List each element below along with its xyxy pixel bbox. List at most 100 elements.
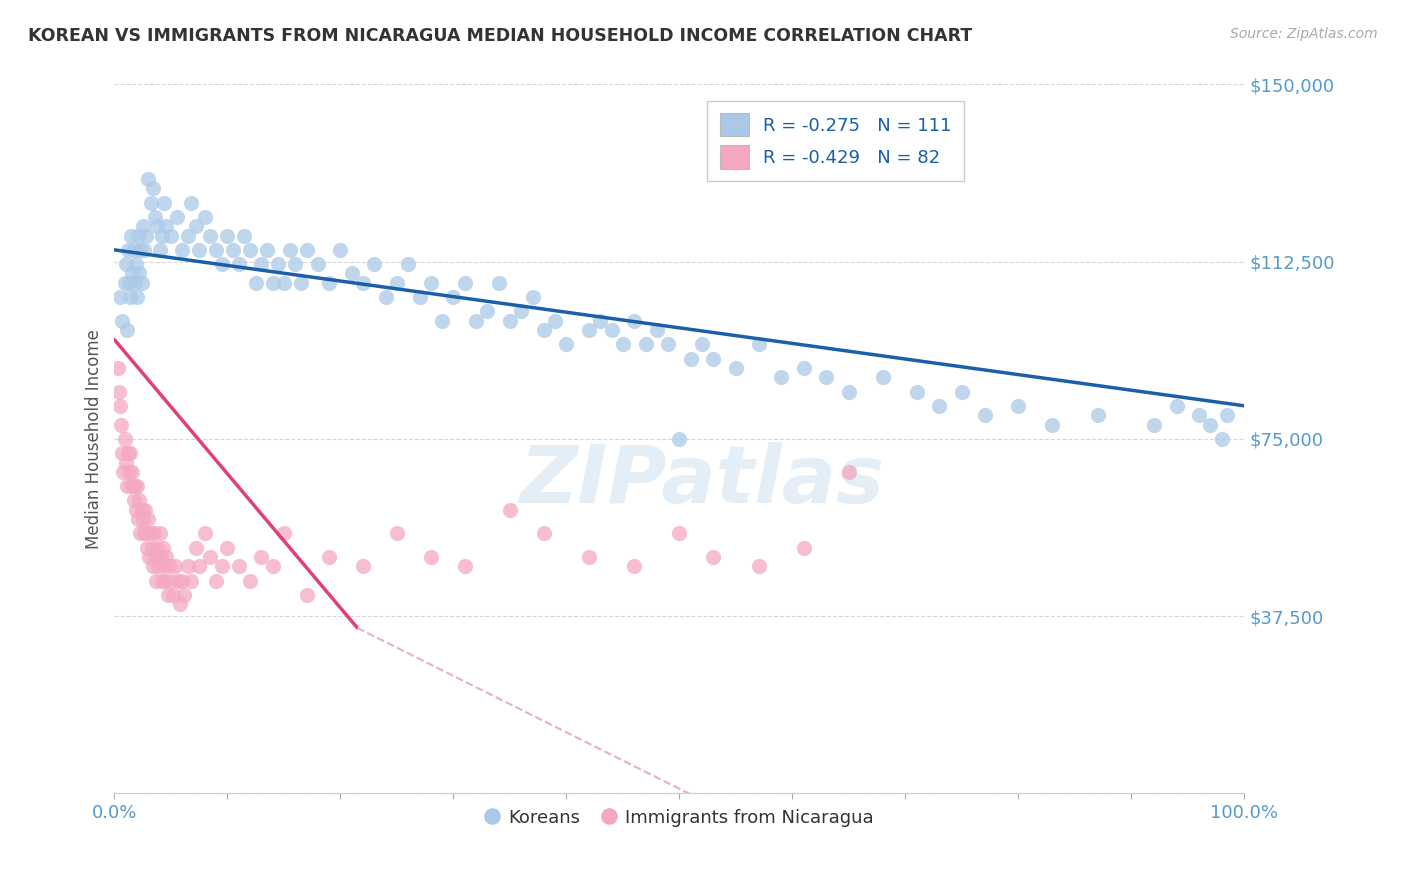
Point <box>157 559 180 574</box>
Point <box>419 549 441 564</box>
Point <box>115 323 138 337</box>
Point <box>155 549 177 564</box>
Point <box>121 267 143 281</box>
Point <box>111 314 134 328</box>
Point <box>146 219 169 234</box>
Point <box>454 559 477 574</box>
Point <box>143 549 166 564</box>
Point <box>114 257 136 271</box>
Point <box>329 243 352 257</box>
Point <box>117 243 139 257</box>
Point <box>188 559 211 574</box>
Point <box>533 526 555 541</box>
Point <box>118 276 141 290</box>
Point <box>205 243 228 257</box>
Point <box>396 257 419 271</box>
Point <box>200 228 222 243</box>
Point <box>114 432 136 446</box>
Point <box>165 559 187 574</box>
Point <box>136 541 159 555</box>
Point <box>657 337 679 351</box>
Point <box>127 512 149 526</box>
Point <box>169 597 191 611</box>
Point <box>166 210 188 224</box>
Point <box>612 337 634 351</box>
Point <box>138 549 160 564</box>
Point <box>441 290 464 304</box>
Point <box>177 559 200 574</box>
Point <box>1040 417 1063 432</box>
Text: ZIPatlas: ZIPatlas <box>519 442 884 520</box>
Point <box>250 549 273 564</box>
Point <box>115 479 138 493</box>
Point <box>131 503 153 517</box>
Point <box>160 228 183 243</box>
Point <box>1007 399 1029 413</box>
Text: KOREAN VS IMMIGRANTS FROM NICARAGUA MEDIAN HOUSEHOLD INCOME CORRELATION CHART: KOREAN VS IMMIGRANTS FROM NICARAGUA MEDI… <box>28 27 973 45</box>
Point <box>120 479 142 493</box>
Point <box>555 337 578 351</box>
Point <box>114 276 136 290</box>
Y-axis label: Median Household Income: Median Household Income <box>86 329 103 549</box>
Point <box>112 465 135 479</box>
Point <box>578 549 600 564</box>
Point <box>180 195 202 210</box>
Point <box>166 574 188 588</box>
Point <box>295 243 318 257</box>
Point <box>173 588 195 602</box>
Point <box>510 304 533 318</box>
Point <box>108 290 131 304</box>
Point <box>142 181 165 195</box>
Point <box>239 243 262 257</box>
Point <box>295 588 318 602</box>
Point <box>702 351 724 366</box>
Point <box>117 446 139 460</box>
Point <box>155 574 177 588</box>
Point <box>136 512 159 526</box>
Point <box>307 257 329 271</box>
Point <box>770 370 793 384</box>
Point <box>290 276 312 290</box>
Point <box>172 243 194 257</box>
Point <box>217 541 239 555</box>
Point <box>135 228 157 243</box>
Point <box>162 588 184 602</box>
Point <box>1188 409 1211 423</box>
Point <box>118 465 141 479</box>
Point <box>125 290 148 304</box>
Point <box>430 314 453 328</box>
Point <box>273 526 295 541</box>
Text: Source: ZipAtlas.com: Source: ZipAtlas.com <box>1230 27 1378 41</box>
Point <box>194 210 217 224</box>
Point <box>793 541 815 555</box>
Point <box>245 276 267 290</box>
Point <box>228 257 250 271</box>
Point <box>284 257 307 271</box>
Point <box>793 361 815 376</box>
Point <box>188 243 211 257</box>
Point <box>522 290 544 304</box>
Point <box>1166 399 1188 413</box>
Point <box>1216 409 1239 423</box>
Point <box>239 574 262 588</box>
Point <box>131 512 153 526</box>
Point <box>129 243 152 257</box>
Point <box>454 276 477 290</box>
Point <box>589 314 612 328</box>
Point <box>177 228 200 243</box>
Point <box>499 503 522 517</box>
Point <box>132 526 155 541</box>
Point <box>136 172 159 186</box>
Point <box>623 559 645 574</box>
Point <box>134 503 156 517</box>
Point <box>228 559 250 574</box>
Point <box>408 290 430 304</box>
Point <box>150 574 173 588</box>
Point <box>125 503 148 517</box>
Point <box>385 276 408 290</box>
Point <box>273 276 295 290</box>
Point <box>385 526 408 541</box>
Point <box>131 219 153 234</box>
Point <box>668 432 690 446</box>
Point <box>352 559 374 574</box>
